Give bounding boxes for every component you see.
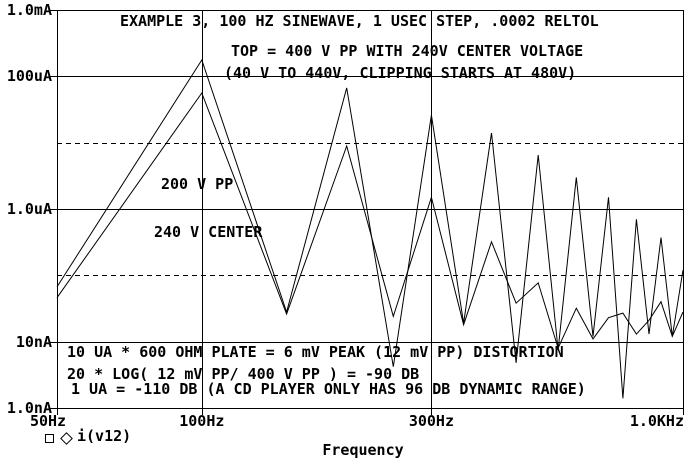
y-axis-tick-label: 1.0mA bbox=[6, 1, 52, 19]
annotation-calc-line2: 20 * LOG( 12 mV PP/ 400 V PP ) = -90 DB bbox=[67, 365, 420, 383]
trace-1 bbox=[56, 58, 684, 399]
annotation-200vpp: 200 V PP bbox=[161, 175, 234, 193]
trace-2 bbox=[56, 91, 684, 350]
x-axis-tick-label: 300Hz bbox=[408, 412, 454, 430]
annotation-calc-line3: 1 UA = -110 DB (A CD PLAYER ONLY HAS 96 … bbox=[71, 380, 586, 398]
plot-title-line2: TOP = 400 V PP WITH 240V CENTER VOLTAGE bbox=[231, 42, 584, 60]
annotation-240v-center: 240 V CENTER bbox=[154, 223, 263, 241]
x-axis-tick-label: 50Hz bbox=[29, 412, 67, 430]
y-axis-tick-label: 1.0nA bbox=[6, 399, 52, 417]
plot-frame bbox=[57, 10, 684, 409]
y-axis-tick-label: 10nA bbox=[15, 332, 52, 351]
annotation-calc-line1: 10 UA * 600 OHM PLATE = 6 mV PEAK (12 mV… bbox=[67, 343, 564, 361]
y-axis-tick-label: 100uA bbox=[6, 67, 52, 86]
x-axis-tick-label: 100Hz bbox=[179, 412, 225, 430]
x-axis-title: Frequency bbox=[322, 441, 404, 459]
y-axis-tick-label: 1.0uA bbox=[6, 200, 52, 218]
legend-trace-label: i(v12) bbox=[77, 427, 132, 445]
legend-square-marker-icon bbox=[45, 434, 54, 443]
x-axis-tick-label: 1.0KHz bbox=[629, 412, 684, 430]
plot-title-line1: EXAMPLE 3, 100 HZ SINEWAVE, 1 USEC STEP,… bbox=[120, 12, 599, 30]
plot-title-line3: (40 V TO 440V, CLIPPING STARTS AT 480V) bbox=[224, 64, 577, 82]
